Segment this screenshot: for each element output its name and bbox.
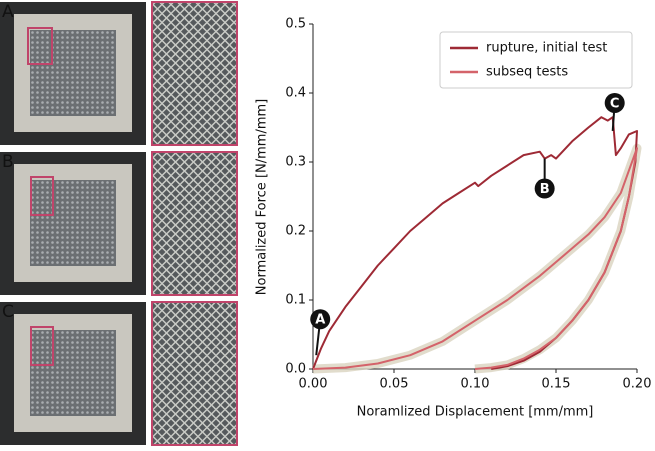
y-tick-label: 0.5 bbox=[285, 17, 306, 32]
mesh bbox=[30, 330, 116, 416]
panel-label: A bbox=[2, 2, 14, 22]
x-tick-label: 0.10 bbox=[461, 377, 490, 392]
legend-label: rupture, initial test bbox=[486, 41, 607, 56]
x-tick-label: 0.05 bbox=[380, 377, 409, 392]
panel-label: B bbox=[2, 152, 14, 172]
photo-panels: A B C bbox=[0, 1, 238, 446]
legend-box bbox=[439, 31, 633, 89]
zoom-photo bbox=[151, 301, 238, 446]
zoom-photo bbox=[151, 151, 238, 296]
series-line bbox=[312, 116, 638, 370]
mesh bbox=[30, 30, 116, 116]
annotation-label: B bbox=[540, 182, 550, 197]
annotation-marker bbox=[534, 178, 555, 199]
annotation-marker bbox=[604, 92, 625, 113]
y-tick-label: 0.3 bbox=[285, 155, 306, 170]
y-tick-label: 0.4 bbox=[285, 86, 306, 101]
photo-row bbox=[0, 1, 238, 146]
y-tick-label: 0.0 bbox=[285, 362, 306, 377]
roi bbox=[30, 176, 54, 216]
series-band bbox=[312, 143, 642, 374]
legend-label: subseq tests bbox=[486, 65, 568, 80]
panel-label: C bbox=[2, 302, 14, 322]
y-axis-label: Normalized Force [N/mm/mm] bbox=[255, 99, 270, 295]
annotation-label: A bbox=[315, 313, 325, 328]
annotation-label: C bbox=[610, 96, 620, 111]
annotation-marker bbox=[310, 309, 331, 330]
series-line bbox=[312, 147, 638, 370]
x-tick-label: 0.20 bbox=[623, 377, 652, 392]
zoom-photo bbox=[151, 1, 238, 146]
x-tick-label: 0.00 bbox=[299, 377, 328, 392]
x-tick-label: 0.15 bbox=[542, 377, 571, 392]
y-tick-label: 0.1 bbox=[285, 293, 306, 308]
photo-row bbox=[0, 301, 238, 446]
x-axis-label: Noramlized Displacement [mm/mm] bbox=[357, 405, 594, 420]
photo-row bbox=[0, 151, 238, 296]
roi bbox=[30, 326, 54, 366]
mesh bbox=[30, 180, 116, 266]
y-tick-label: 0.2 bbox=[285, 224, 306, 239]
roi bbox=[27, 27, 53, 65]
